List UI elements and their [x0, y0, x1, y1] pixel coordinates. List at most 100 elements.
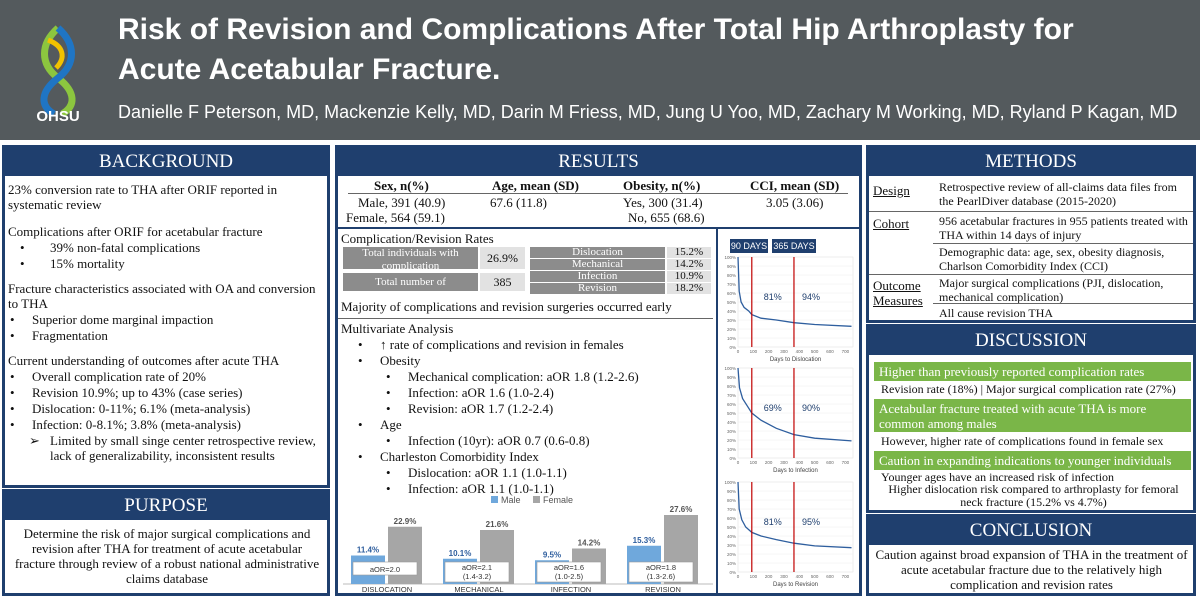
km-xtick: 100 — [750, 460, 758, 465]
km-pct-365: 95% — [802, 517, 820, 527]
km-xtick: 0 — [737, 574, 740, 579]
conclusion-text: Caution against broad expansion of THA i… — [875, 547, 1188, 592]
km-xtick: 700 — [842, 574, 850, 579]
km-ytick: 10% — [727, 447, 736, 452]
km-ytick: 90% — [727, 489, 736, 494]
bar-value-label: 27.6% — [670, 505, 693, 514]
mv-female-item: ↑ rate of complications and revision in … — [380, 337, 624, 352]
km-xtick: 300 — [780, 460, 788, 465]
discussion-panel: DISCUSSION Higher than previously report… — [866, 324, 1196, 513]
km-pct-90: 69% — [764, 403, 782, 413]
purpose-panel: PURPOSE Determine the risk of major surg… — [2, 489, 330, 596]
km-ytick: 100% — [724, 480, 736, 485]
type-label-infection: Infection — [530, 271, 665, 282]
section-divider — [716, 228, 718, 593]
bullet-icon: • — [10, 328, 15, 343]
km-ytick: 60% — [727, 402, 736, 407]
total-complications-value: 385 — [480, 273, 525, 291]
legend-label-male: Male — [501, 495, 521, 505]
bullet-icon: • — [386, 433, 391, 448]
results-heading: RESULTS — [338, 148, 859, 176]
km-xtick: 0 — [737, 460, 740, 465]
km-ytick: 0% — [729, 570, 736, 575]
km-xtick: 0 — [737, 349, 740, 354]
category-label: MECHANICAL — [454, 585, 503, 593]
type-value-revision: 18.2% — [667, 283, 711, 294]
category-label: REVISION — [645, 585, 681, 593]
methods-text-outcome: Major surgical complications (PJI, dislo… — [939, 276, 1164, 304]
km-xtick: 700 — [842, 349, 850, 354]
km-ytick: 100% — [724, 255, 736, 260]
bg-list-item: Overall complication rate of 20% — [32, 369, 206, 384]
bullet-icon: • — [10, 385, 15, 400]
svg-text:(1.4-3.2): (1.4-3.2) — [463, 572, 492, 581]
km-xlabel: Days to Dislocation — [770, 357, 821, 363]
bullet-icon: • — [358, 337, 363, 352]
demo-header-obesity: Obesity, n(%) — [623, 178, 701, 193]
section-divider — [338, 227, 859, 229]
bar-value-label: 9.5% — [543, 550, 561, 559]
mv-age: Age — [380, 417, 402, 432]
methods-text-design: Retrospective review of all-claims data … — [939, 180, 1177, 208]
bg-list-item: Infection: 0-8.1%; 3.8% (meta-analysis) — [32, 417, 242, 432]
type-value-infection: 10.9% — [667, 271, 711, 282]
bar-value-label: 14.2% — [578, 539, 601, 548]
svg-text:aOR=2.1: aOR=2.1 — [462, 563, 492, 572]
km-xtick: 400 — [796, 349, 804, 354]
km-xtick: 600 — [826, 349, 834, 354]
km-xtick: 500 — [811, 460, 819, 465]
km-ytick: 30% — [727, 429, 736, 434]
km-ytick: 50% — [727, 300, 736, 305]
bullet-icon: • — [386, 401, 391, 416]
conclusion-panel: CONCLUSION Caution against broad expansi… — [866, 514, 1196, 596]
bar-value-label: 21.6% — [486, 520, 509, 529]
km-xlabel: Days to Revision — [773, 582, 818, 588]
bullet-icon: • — [10, 417, 15, 432]
km-ytick: 20% — [727, 438, 736, 443]
discussion-point-2: Acetabular fracture treated with acute T… — [874, 399, 1191, 432]
legend-label-female: Female — [543, 495, 573, 505]
km-ytick: 40% — [727, 309, 736, 314]
km-xtick: 200 — [765, 460, 773, 465]
aor-annotation: aOR=1.8(1.3-2.6) — [628, 561, 694, 583]
km-ytick: 90% — [727, 375, 736, 380]
km-xtick: 500 — [811, 574, 819, 579]
bg-list-item: Superior dome marginal impaction — [32, 312, 214, 327]
discussion-body-1: Revision rate (18%) | Major surgical com… — [881, 382, 1176, 396]
km-chart-dislocation: 100% 90% 80% 70% 60% 50% 40% 30% 20% 10% 0%0 100 200… — [724, 255, 854, 363]
demo-header-sex: Sex, n(%) — [374, 178, 429, 193]
mv-sub-item: Dislocation: aOR 1.1 (1.0-1.1) — [408, 465, 567, 480]
methods-text-demographics: Demographic data: age, sex, obesity diag… — [939, 245, 1165, 273]
purpose-heading: PURPOSE — [5, 492, 327, 520]
demo-cell: Female, 564 (59.1) — [346, 210, 445, 225]
km-pct-90: 81% — [764, 517, 782, 527]
bullet-icon: • — [386, 385, 391, 400]
discussion-point-3: Caution in expanding indications to youn… — [874, 451, 1191, 470]
km-ytick: 20% — [727, 552, 736, 557]
km-ytick: 0% — [729, 345, 736, 350]
km-ytick: 80% — [727, 273, 736, 278]
bg-list-item: Revision 10.9%; up to 43% (case series) — [32, 385, 243, 400]
methods-rule — [933, 303, 1193, 304]
bar-value-label: 22.9% — [394, 517, 417, 526]
aor-annotation: aOR=2.0 — [352, 561, 418, 576]
km-xtick: 200 — [765, 349, 773, 354]
svg-text:aOR=2.0: aOR=2.0 — [370, 565, 400, 574]
demo-header-cci: CCI, mean (SD) — [750, 178, 840, 193]
discussion-body-3: Younger ages have an increased risk of i… — [881, 470, 1115, 484]
km-xtick: 300 — [780, 349, 788, 354]
demo-cell: 3.05 (3.06) — [766, 195, 824, 210]
discussion-body-2: However, higher rate of complications fo… — [881, 434, 1164, 448]
header-banner — [0, 0, 1200, 140]
mv-sub-item: Mechanical complication: aOR 1.8 (1.2-2.… — [408, 369, 639, 384]
bullet-icon: • — [10, 369, 15, 384]
rates-title: Complication/Revision Rates — [341, 231, 494, 246]
km-ytick: 40% — [727, 534, 736, 539]
km-ytick: 60% — [727, 516, 736, 521]
km-ytick: 10% — [727, 561, 736, 566]
demo-header-age: Age, mean (SD) — [492, 178, 580, 193]
km-ytick: 10% — [727, 336, 736, 341]
bar-value-label: 15.3% — [633, 536, 656, 545]
mv-sub-item: Infection: aOR 1.1 (1.0-1.1) — [408, 481, 554, 496]
methods-heading: METHODS — [869, 148, 1193, 176]
